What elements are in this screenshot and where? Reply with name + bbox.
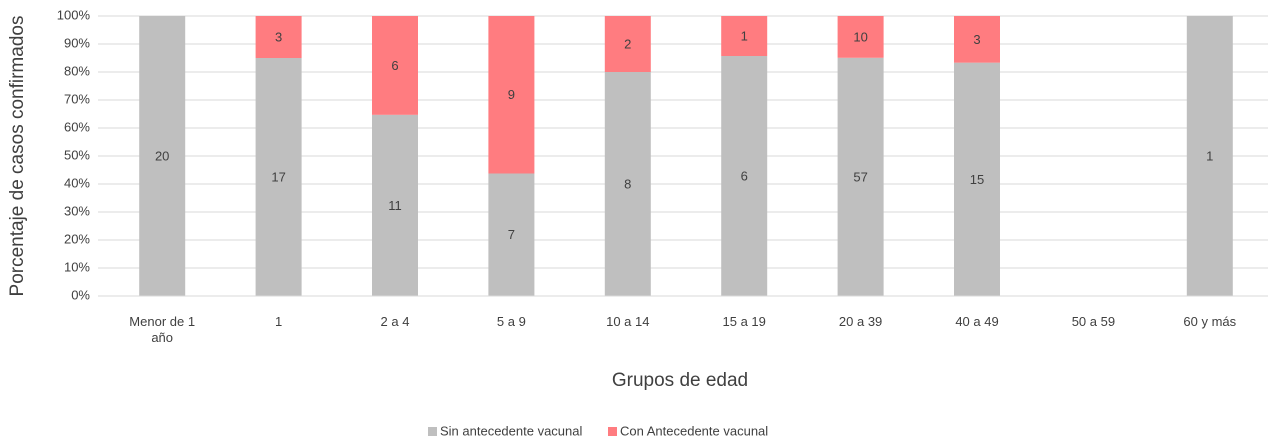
y-tick-label: 70% (64, 91, 90, 106)
data-label: 3 (973, 32, 980, 47)
x-tick-label: 50 a 59 (1071, 314, 1116, 329)
legend-label: Sin antecedente vacunal (440, 423, 582, 438)
bar-segment (604, 16, 651, 72)
bar-segment (488, 16, 535, 174)
y-tick-label: 0% (71, 287, 90, 302)
bar-segment (837, 16, 884, 58)
x-tick-label: 60 y más (1183, 314, 1237, 329)
bar-segment (139, 16, 186, 296)
y-tick-label: 10% (64, 259, 90, 274)
legend-swatch (608, 427, 617, 436)
data-label: 10 (853, 29, 867, 44)
data-label: 1 (1206, 148, 1213, 163)
bar-segment (488, 173, 535, 296)
y-tick-label: 40% (64, 175, 90, 190)
y-tick-label: 80% (64, 63, 90, 78)
data-label: 3 (275, 29, 282, 44)
x-tick-label: 15 a 19 (722, 314, 766, 329)
data-label: 11 (388, 198, 402, 213)
data-label: 17 (271, 169, 285, 184)
x-tick-label: 1 (274, 314, 283, 329)
bar-segment (954, 16, 1000, 63)
data-label: 57 (853, 169, 867, 184)
data-label: 6 (391, 58, 398, 73)
x-tick-label: Menor de 1 año (129, 314, 196, 345)
x-axis-title: Grupos de edad (612, 370, 748, 391)
y-tick-label: 50% (64, 147, 90, 162)
x-tick-label: 2 a 4 (380, 314, 410, 329)
data-label: 2 (624, 36, 631, 51)
data-label: 8 (624, 176, 631, 191)
x-tick-label: 20 a 39 (838, 314, 883, 329)
legend-swatch (428, 427, 437, 436)
bar-segment (721, 16, 768, 56)
y-tick-label: 20% (64, 231, 90, 246)
x-tick-label: 40 a 49 (955, 314, 999, 329)
bar-segment (255, 58, 302, 296)
bar-segment (1186, 16, 1233, 296)
data-label: 9 (508, 87, 515, 102)
y-axis-title: Porcentaje de casos confirmados (7, 16, 28, 297)
y-tick-label: 60% (64, 119, 90, 134)
bar-segment (954, 62, 1000, 296)
y-tick-label: 30% (64, 203, 90, 218)
data-label: 1 (741, 28, 748, 43)
data-label: 6 (741, 168, 748, 183)
y-tick-label: 100% (57, 7, 91, 22)
bar-segment (837, 57, 884, 296)
x-tick-label: 5 a 9 (496, 314, 526, 329)
bar-segment (721, 56, 768, 296)
bar-segment (372, 16, 418, 115)
data-label: 15 (970, 172, 984, 187)
x-tick-label: 10 a 14 (606, 314, 650, 329)
legend-label: Con Antecedente vacunal (620, 423, 768, 438)
bar-segment (604, 72, 651, 296)
data-label: 7 (508, 227, 515, 242)
bar-segment (255, 16, 302, 58)
y-tick-label: 90% (64, 35, 90, 50)
bar-segment (372, 114, 418, 296)
data-label: 20 (155, 148, 169, 163)
